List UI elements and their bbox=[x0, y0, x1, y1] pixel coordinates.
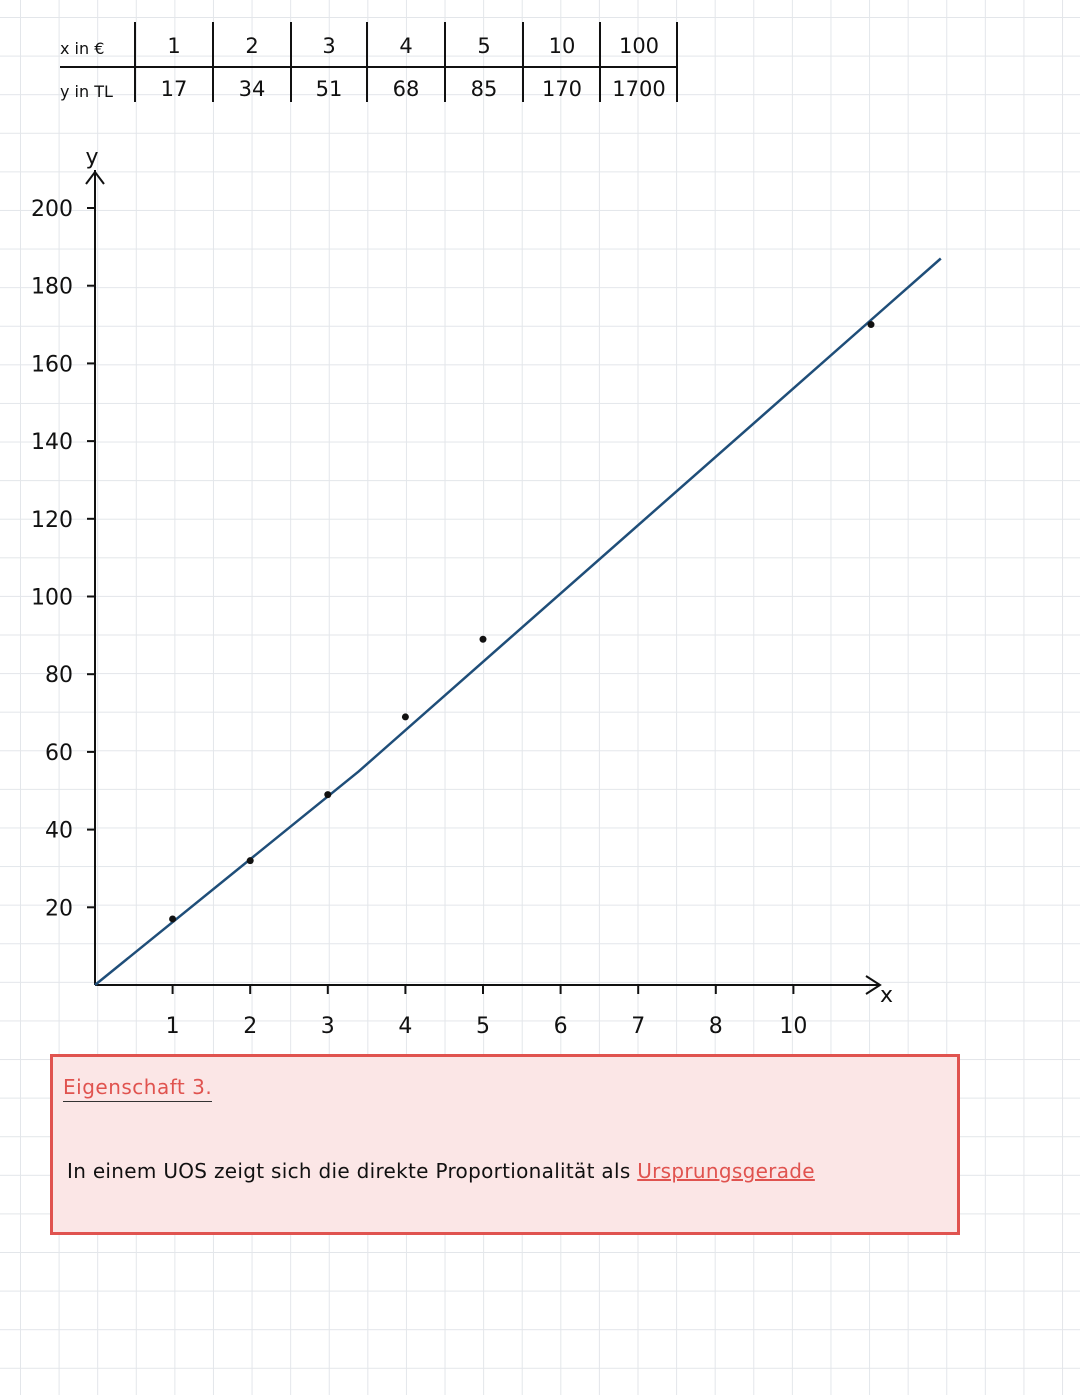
y-tick-label: 160 bbox=[31, 352, 73, 377]
table-cell-y: 85 bbox=[471, 77, 498, 101]
proportionality-chart: y x 20 40 60 80 100 120 140 160 180 200 1 2 3 4 5 6 7 8 10 bbox=[31, 145, 942, 1039]
data-point bbox=[246, 857, 254, 865]
table-cell-y: 34 bbox=[239, 77, 266, 101]
x-axis-label: x bbox=[880, 983, 893, 1008]
x-tick-label: 3 bbox=[321, 1014, 335, 1039]
property-text-main: In einem UOS zeigt sich die direkte Prop… bbox=[67, 1159, 638, 1183]
data-point bbox=[324, 791, 332, 799]
x-tick-label: 10 bbox=[779, 1014, 807, 1039]
property-title: Eigenschaft 3. bbox=[63, 1075, 213, 1102]
table-cell-y: 17 bbox=[161, 77, 188, 101]
x-tick-label: 8 bbox=[709, 1014, 723, 1039]
y-tick-label: 140 bbox=[31, 430, 73, 455]
data-point bbox=[169, 915, 177, 923]
table-cell-x: 10 bbox=[549, 34, 576, 58]
y-tick-label: 40 bbox=[45, 819, 73, 844]
property-box: Eigenschaft 3. In einem UOS zeigt sich d… bbox=[50, 1054, 960, 1235]
x-tick-label: 2 bbox=[243, 1014, 257, 1039]
y-tick-label: 180 bbox=[31, 275, 73, 300]
table-cell-y: 1700 bbox=[612, 77, 665, 101]
table-cell-x: 4 bbox=[399, 34, 412, 58]
table-cell-y: 51 bbox=[316, 77, 343, 101]
y-axis-label: y bbox=[85, 145, 98, 170]
table-cell-x: 5 bbox=[477, 34, 490, 58]
y-tick-label: 20 bbox=[45, 896, 73, 921]
table-cell-x: 1 bbox=[167, 34, 180, 58]
x-tick-label: 5 bbox=[476, 1014, 490, 1039]
table-cell-x: 2 bbox=[245, 34, 258, 58]
data-point bbox=[479, 635, 487, 643]
x-tick-label: 6 bbox=[554, 1014, 568, 1039]
y-tick-label: 80 bbox=[45, 663, 73, 688]
table-cell-y: 68 bbox=[393, 77, 420, 101]
property-highlight: Ursprungsgerade bbox=[637, 1159, 815, 1183]
y-tick-label: 120 bbox=[31, 508, 73, 533]
data-point bbox=[401, 713, 409, 721]
table-header-y: y in TL bbox=[60, 82, 113, 101]
property-text: In einem UOS zeigt sich die direkte Prop… bbox=[67, 1159, 815, 1183]
table-cell-x: 3 bbox=[322, 34, 335, 58]
x-tick-label: 7 bbox=[631, 1014, 645, 1039]
y-tick-label: 200 bbox=[31, 197, 73, 222]
series-line bbox=[94, 257, 942, 986]
y-tick-label: 100 bbox=[31, 586, 73, 611]
x-axis-arrow bbox=[865, 975, 882, 995]
table-header-x: x in € bbox=[60, 39, 104, 58]
table-cell-y: 170 bbox=[542, 77, 582, 101]
x-tick-label: 1 bbox=[166, 1014, 180, 1039]
y-axis-arrow bbox=[85, 170, 105, 185]
y-tick-label: 60 bbox=[45, 741, 73, 766]
table-cell-x: 100 bbox=[619, 34, 659, 58]
data-point bbox=[867, 321, 875, 329]
x-tick-label: 4 bbox=[398, 1014, 412, 1039]
